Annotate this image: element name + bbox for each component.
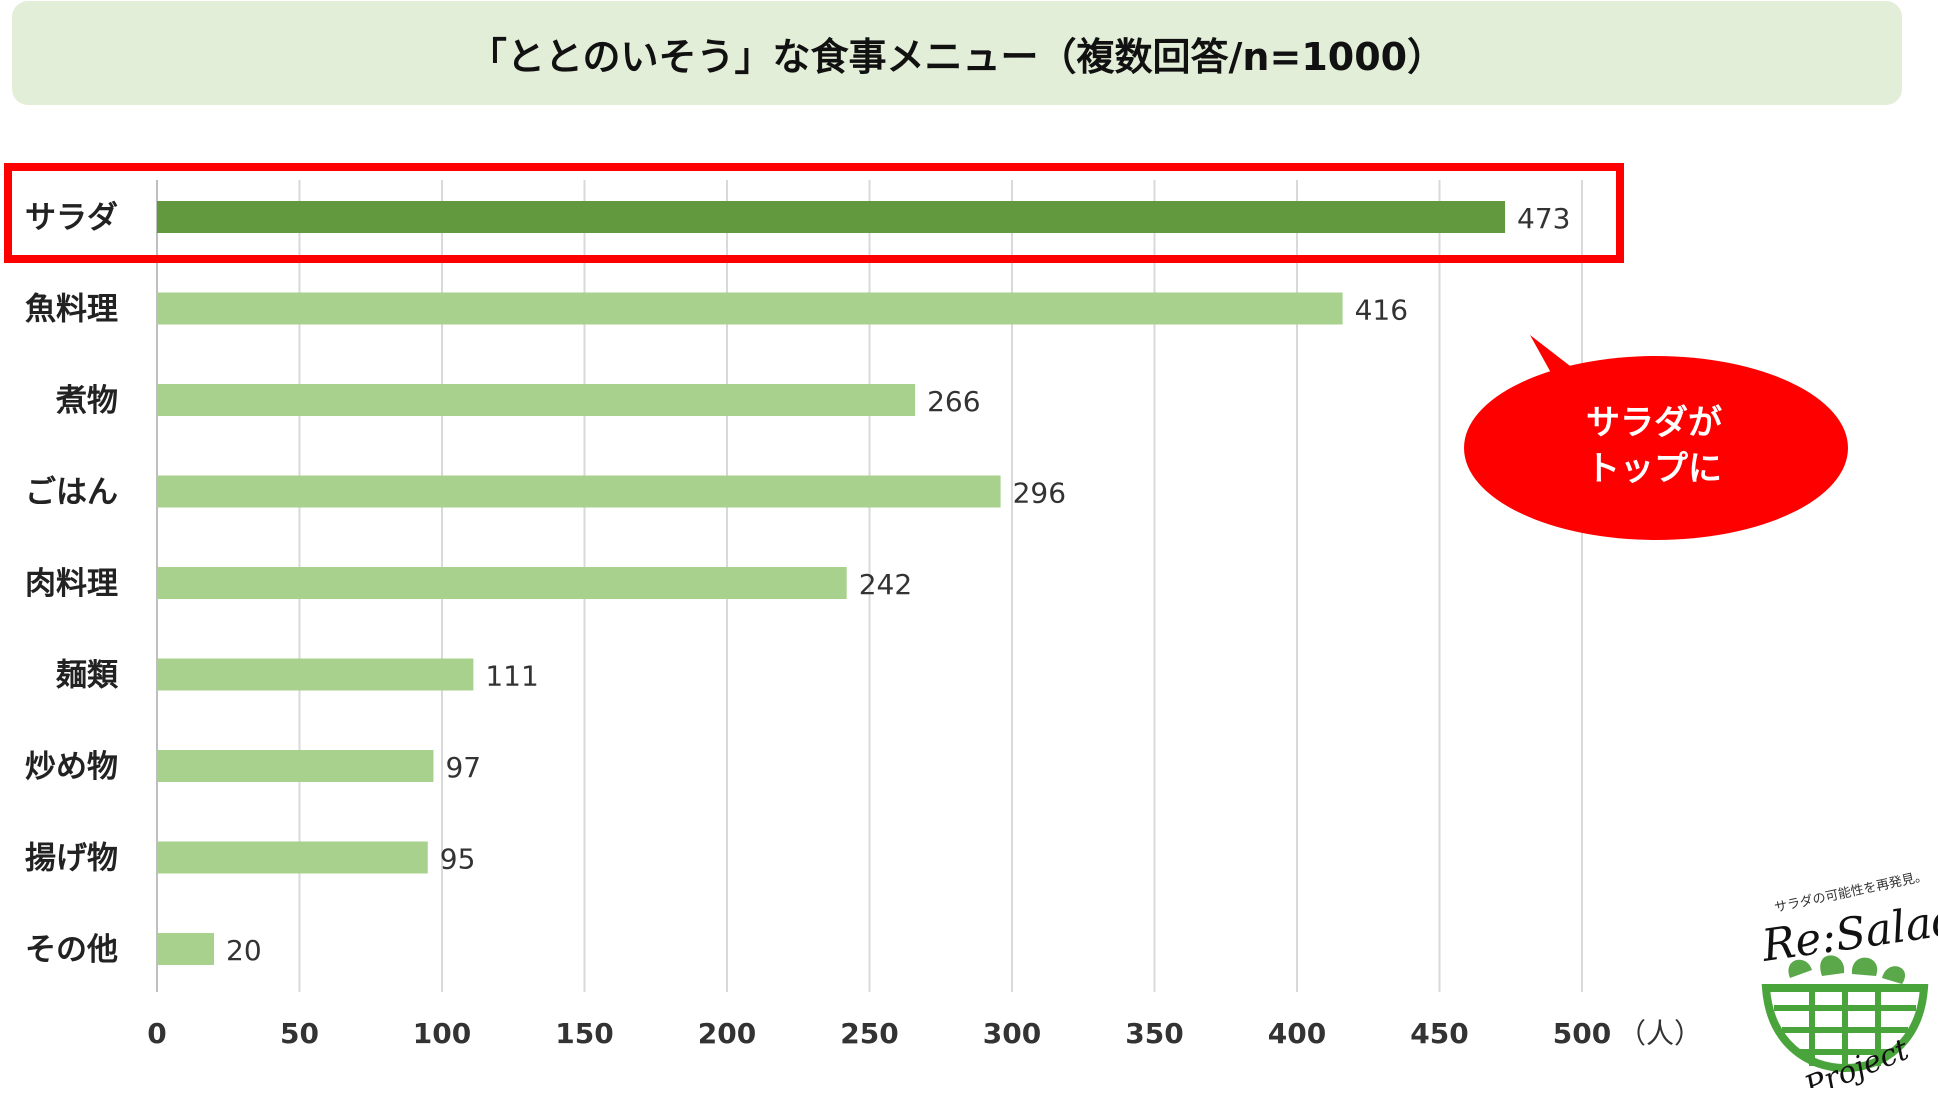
value-label: 97 <box>445 751 481 784</box>
x-unit-label: （人） <box>1618 1017 1702 1050</box>
value-label: 95 <box>440 843 476 876</box>
category-label: 肉料理 <box>25 566 118 602</box>
callout-text: サラダが トップに <box>1466 400 1842 492</box>
x-tick-label: 500 <box>1553 1017 1611 1050</box>
callout-ellipse <box>1464 356 1848 540</box>
chart-title: 「ととのいそう」な食事メニュー（複数回答/n=1000） <box>468 34 1446 79</box>
x-tick-label: 300 <box>983 1017 1041 1050</box>
callout-line-1: サラダが <box>1586 403 1722 443</box>
value-label: 416 <box>1355 294 1408 327</box>
bar <box>157 933 214 965</box>
highlight-frame <box>4 163 1624 263</box>
bars <box>157 201 1506 965</box>
category-label: サラダ <box>25 200 118 236</box>
callout-line-2: トップに <box>1586 449 1722 489</box>
category-label: 麺類 <box>55 658 119 694</box>
bar <box>157 841 428 874</box>
x-tick-label: 100 <box>413 1017 471 1050</box>
value-label: 296 <box>1013 477 1066 510</box>
category-label: ごはん <box>25 475 118 511</box>
category-label: 魚料理 <box>25 292 118 328</box>
category-label: 炒め物 <box>25 749 118 785</box>
x-tick-label: 450 <box>1410 1017 1468 1050</box>
salad-bowl-icon <box>1761 955 1929 1073</box>
bar <box>157 750 434 782</box>
callout-bubble <box>1464 335 1848 540</box>
x-tick-label: 400 <box>1268 1017 1326 1050</box>
bar <box>157 475 1001 508</box>
value-labels: 473 416 266 296 242 111 97 95 20 <box>226 202 1571 967</box>
bar <box>157 384 916 416</box>
category-label: その他 <box>25 932 118 968</box>
value-label: 473 <box>1517 202 1570 235</box>
title-band: 「ととのいそう」な食事メニュー（複数回答/n=1000） <box>12 1 1902 105</box>
x-tick-label: 0 <box>147 1017 166 1050</box>
bar <box>157 658 474 691</box>
x-tick-label: 200 <box>698 1017 756 1050</box>
bar <box>157 292 1343 325</box>
x-tick-label: 150 <box>555 1017 613 1050</box>
bar <box>157 201 1506 233</box>
x-tick-label: 250 <box>840 1017 898 1050</box>
resalad-logo: サラダの可能性を再発見。 Re:Salad Project <box>1758 869 1938 1088</box>
value-label: 111 <box>485 660 538 693</box>
x-tick-label: 50 <box>280 1017 319 1050</box>
value-label: 20 <box>226 934 262 967</box>
category-label: 揚げ物 <box>25 841 118 877</box>
value-label: 242 <box>859 568 912 601</box>
value-label: 266 <box>927 385 980 418</box>
category-label: 煮物 <box>55 383 118 419</box>
x-tick-label: 350 <box>1125 1017 1183 1050</box>
x-tick-labels: 0 50 100 150 200 250 300 350 400 450 500 <box>147 1017 1611 1050</box>
bar <box>157 567 847 599</box>
